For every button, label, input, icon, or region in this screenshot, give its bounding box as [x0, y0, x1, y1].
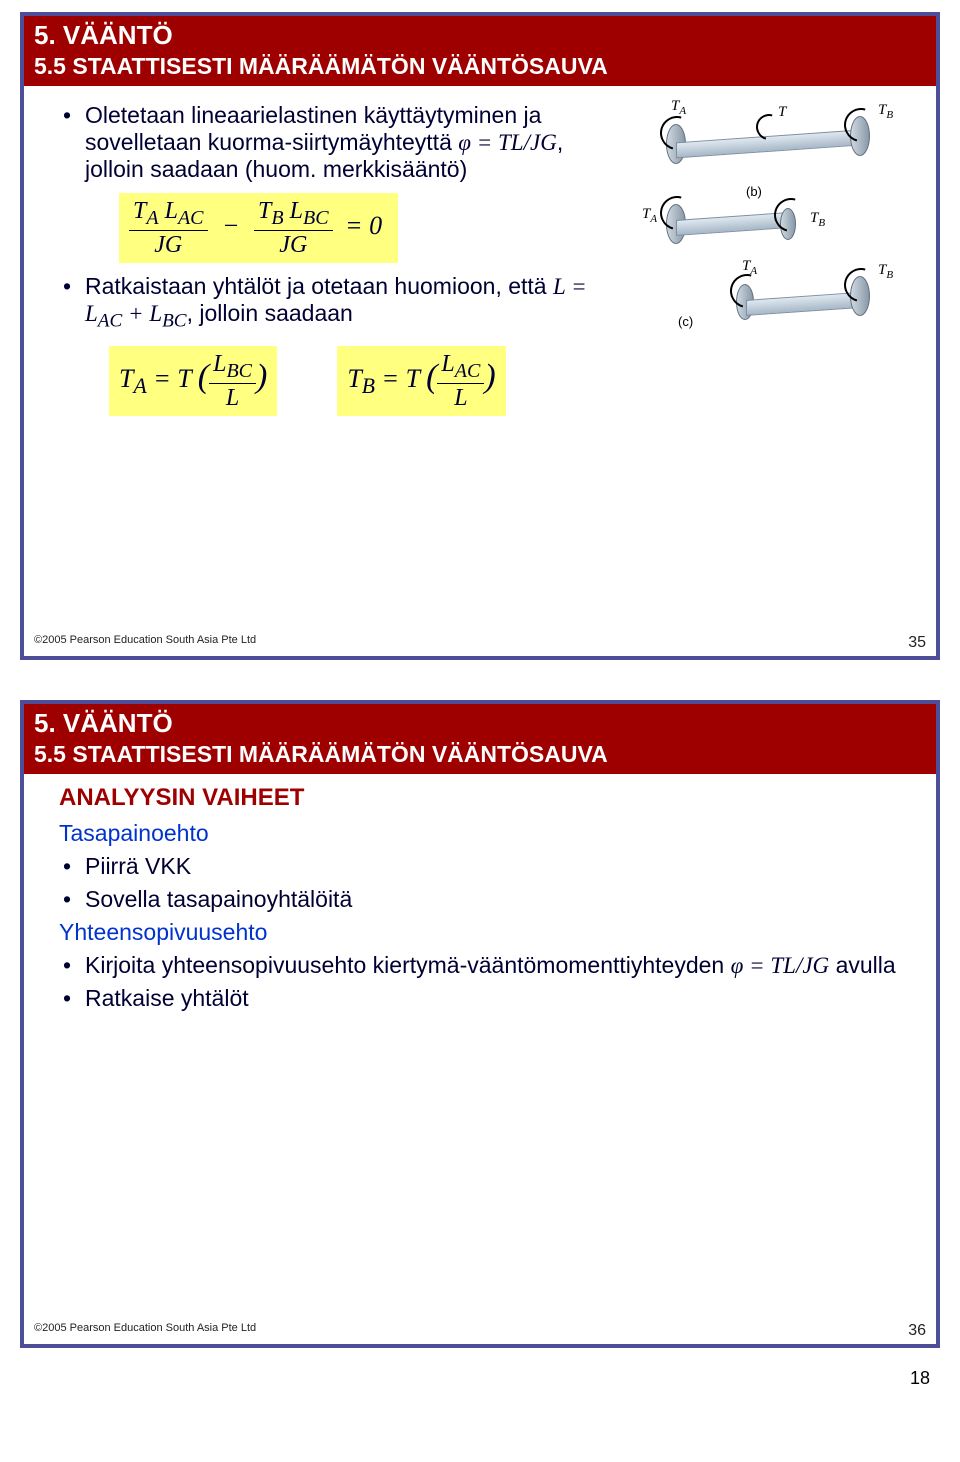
copyright-text: ©2005 Pearson Education South Asia Pte L…: [34, 1322, 256, 1340]
slide-footer: ©2005 Pearson Education South Asia Pte L…: [34, 1322, 926, 1340]
diagram-figure: TA T TB (b) TA TB (c): [616, 106, 916, 346]
bullet-item: Piirrä VKK: [59, 853, 912, 880]
label-TB: TB: [878, 102, 893, 121]
torque-arrow-icon: [768, 192, 814, 238]
chapter-title: 5. VÄÄNTÖ: [34, 20, 926, 51]
diagram-row: TA T TB: [616, 106, 916, 186]
bullet-item: Ratkaistaan yhtälöt ja otetaan huomioon,…: [59, 273, 619, 333]
slide-header: 5. VÄÄNTÖ 5.5 STAATTISESTI MÄÄRÄÄMÄTÖN V…: [24, 16, 936, 86]
chapter-title: 5. VÄÄNTÖ: [34, 708, 926, 739]
slide-2: 5. VÄÄNTÖ 5.5 STAATTISESTI MÄÄRÄÄMÄTÖN V…: [20, 700, 940, 1348]
copyright-text: ©2005 Pearson Education South Asia Pte L…: [34, 634, 256, 652]
bullet-text: Sovella tasapainoyhtälöitä: [85, 886, 352, 912]
bullet-text: , jolloin saadaan: [187, 300, 353, 326]
bullet-text: Ratkaistaan yhtälöt ja otetaan huomioon,…: [85, 273, 553, 299]
label-TB: TB: [810, 210, 825, 229]
slide-1: 5. VÄÄNTÖ 5.5 STAATTISESTI MÄÄRÄÄMÄTÖN V…: [20, 12, 940, 660]
subheading: Yhteensopivuusehto: [59, 919, 912, 946]
slide-header: 5. VÄÄNTÖ 5.5 STAATTISESTI MÄÄRÄÄMÄTÖN V…: [24, 704, 936, 774]
slide-number: 36: [908, 1322, 926, 1340]
equation-box: TA = T (LBCL): [109, 346, 277, 416]
label-TA: TA: [671, 98, 686, 117]
bullet-item: Ratkaise yhtälöt: [59, 985, 912, 1012]
bullet-text: Kirjoita yhteensopivuusehto kiertymä-vää…: [85, 952, 731, 978]
phi-expr: φ = TL/JG: [458, 130, 557, 155]
phi-expr: φ = TL/JG: [731, 953, 830, 978]
diagram-row: (b) TA TB: [616, 186, 916, 266]
slide-content: ANALYYSIN VAIHEET Tasapainoehto Piirrä V…: [24, 774, 936, 1028]
slide-footer: ©2005 Pearson Education South Asia Pte L…: [34, 634, 926, 652]
equation-box: TB = T (LACL): [337, 346, 505, 416]
equation-row: TA = T (LBCL) TB = T (LACL): [109, 342, 619, 420]
label-T: T: [778, 104, 786, 121]
label-TB: TB: [878, 262, 893, 281]
diagram-row: (c) TA TB: [616, 266, 916, 346]
analysis-heading: ANALYYSIN VAIHEET: [59, 784, 912, 812]
slide-number: 35: [908, 634, 926, 652]
bullet-item: Sovella tasapainoyhtälöitä: [59, 886, 912, 913]
bullet-item: Kirjoita yhteensopivuusehto kiertymä-vää…: [59, 952, 912, 979]
label-TA: TA: [742, 258, 757, 277]
section-title: 5.5 STAATTISESTI MÄÄRÄÄMÄTÖN VÄÄNTÖSAUVA: [34, 53, 926, 80]
bullet-text: Piirrä VKK: [85, 853, 191, 879]
figure-tag: (b): [746, 184, 762, 199]
figure-tag: (c): [678, 314, 693, 329]
equation-box: TA LACJG − TB LBCJG = 0: [119, 193, 398, 263]
bullet-text: avulla: [836, 952, 896, 978]
page: 5. VÄÄNTÖ 5.5 STAATTISESTI MÄÄRÄÄMÄTÖN V…: [0, 12, 960, 1399]
bullet-text: Ratkaise yhtälöt: [85, 985, 249, 1011]
label-TA: TA: [642, 206, 657, 225]
section-title: 5.5 STAATTISESTI MÄÄRÄÄMÄTÖN VÄÄNTÖSAUVA: [34, 741, 926, 768]
bullet-item: Oletetaan lineaarielastinen käyttäytymin…: [59, 102, 619, 183]
page-number: 18: [0, 1348, 960, 1399]
slide-content: Oletetaan lineaarielastinen käyttäytymin…: [24, 86, 643, 430]
subheading: Tasapainoehto: [59, 820, 912, 847]
